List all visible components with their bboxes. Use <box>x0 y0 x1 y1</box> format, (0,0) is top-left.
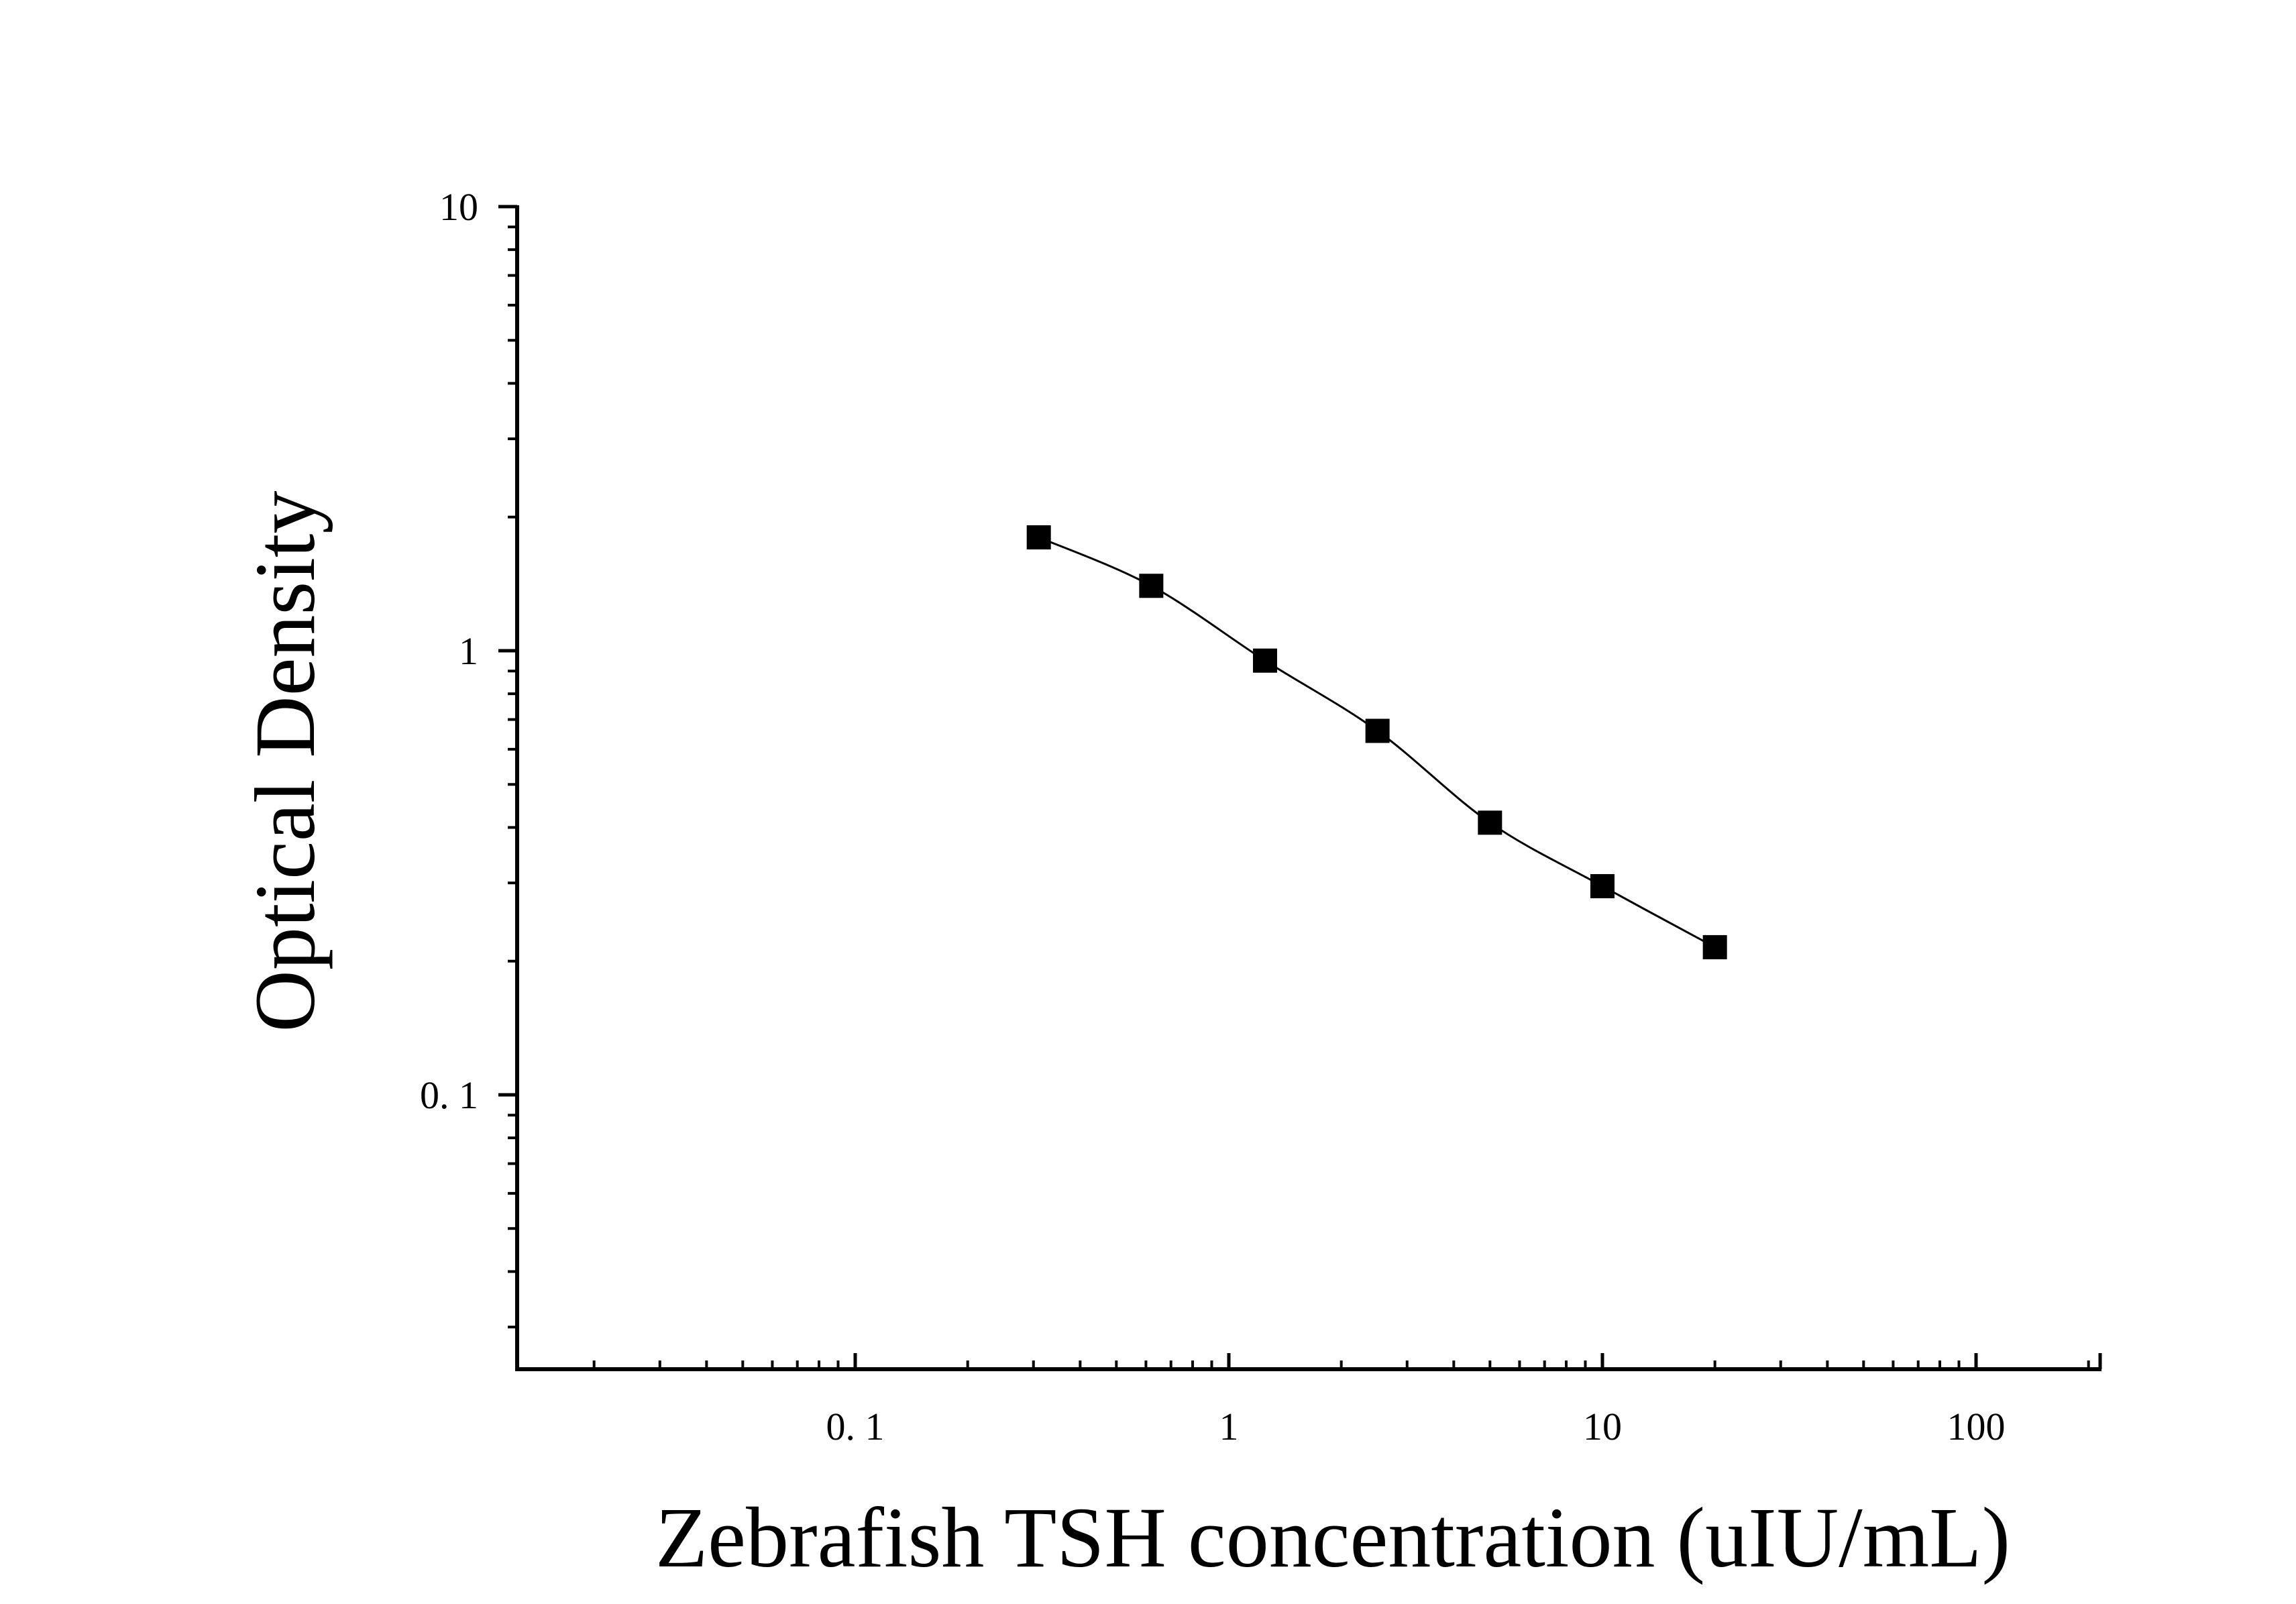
data-point <box>1590 873 1615 898</box>
data-point <box>1026 525 1051 550</box>
data-point <box>1365 718 1390 743</box>
data-points <box>1026 525 1727 959</box>
y-axis-title: Optical Density <box>237 491 333 1032</box>
x-tick-label: 100 <box>1947 1405 2006 1448</box>
y-tick-label: 1 <box>459 629 478 673</box>
data-point <box>1478 810 1502 835</box>
axis-ticks <box>498 205 2102 1369</box>
tick-labels: 0. 1 1 10 100 0. 1 1 10 <box>420 185 2006 1448</box>
data-point <box>1139 574 1164 598</box>
y-tick-label: 0. 1 <box>420 1073 478 1117</box>
x-tick-label: 0. 1 <box>826 1405 885 1448</box>
x-tick-label: 1 <box>1219 1405 1239 1448</box>
x-axis-title: Zebrafish TSH concentration (uIU/mL) <box>655 1490 2010 1585</box>
x-tick-label: 10 <box>1583 1405 1622 1448</box>
data-point <box>1252 648 1277 673</box>
data-point <box>1702 934 1727 959</box>
y-tick-label: 10 <box>439 185 478 229</box>
axes <box>515 205 2101 1371</box>
